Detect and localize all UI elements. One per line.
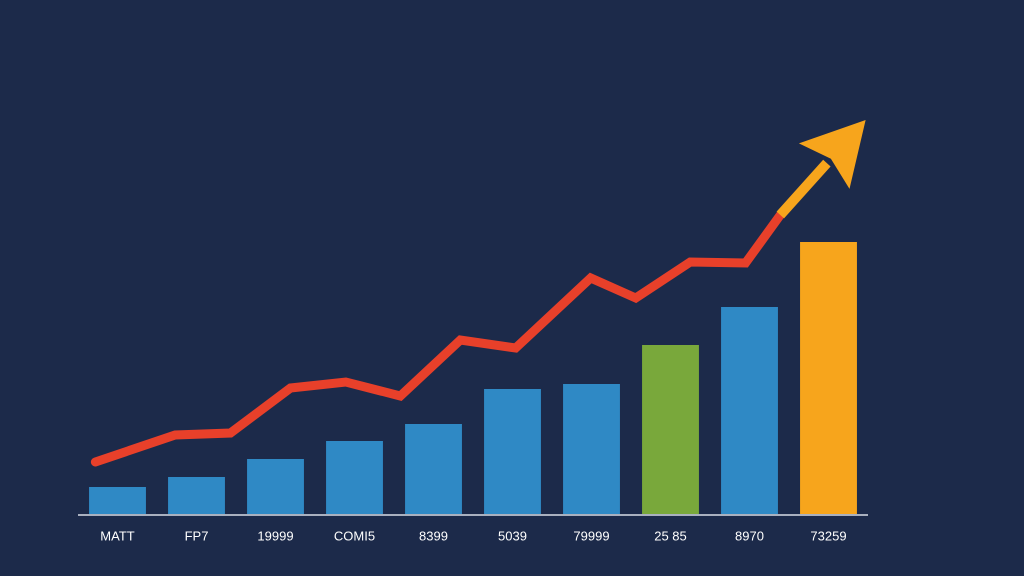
arrow-shaft bbox=[776, 159, 831, 219]
bar bbox=[89, 487, 146, 514]
x-tick-label: FP7 bbox=[185, 528, 209, 543]
bar bbox=[247, 459, 304, 514]
x-tick-label: 19999 bbox=[257, 528, 293, 543]
x-tick-label: 8399 bbox=[419, 528, 448, 543]
bar bbox=[484, 389, 541, 514]
x-tick-label: COMI5 bbox=[334, 528, 375, 543]
arrow-head bbox=[798, 120, 866, 189]
x-tick-label: MATT bbox=[100, 528, 134, 543]
bar bbox=[326, 441, 383, 514]
x-tick-label: 73259 bbox=[810, 528, 846, 543]
bar bbox=[721, 307, 778, 514]
trend-line bbox=[90, 210, 785, 467]
bar bbox=[800, 242, 857, 514]
x-tick-label: 5039 bbox=[498, 528, 527, 543]
x-tick-label: 25 85 bbox=[654, 528, 687, 543]
x-tick-label: 8970 bbox=[735, 528, 764, 543]
bar bbox=[563, 384, 620, 514]
bar bbox=[168, 477, 225, 514]
x-tick-label: 79999 bbox=[573, 528, 609, 543]
bar bbox=[642, 345, 699, 514]
bar bbox=[405, 424, 462, 514]
